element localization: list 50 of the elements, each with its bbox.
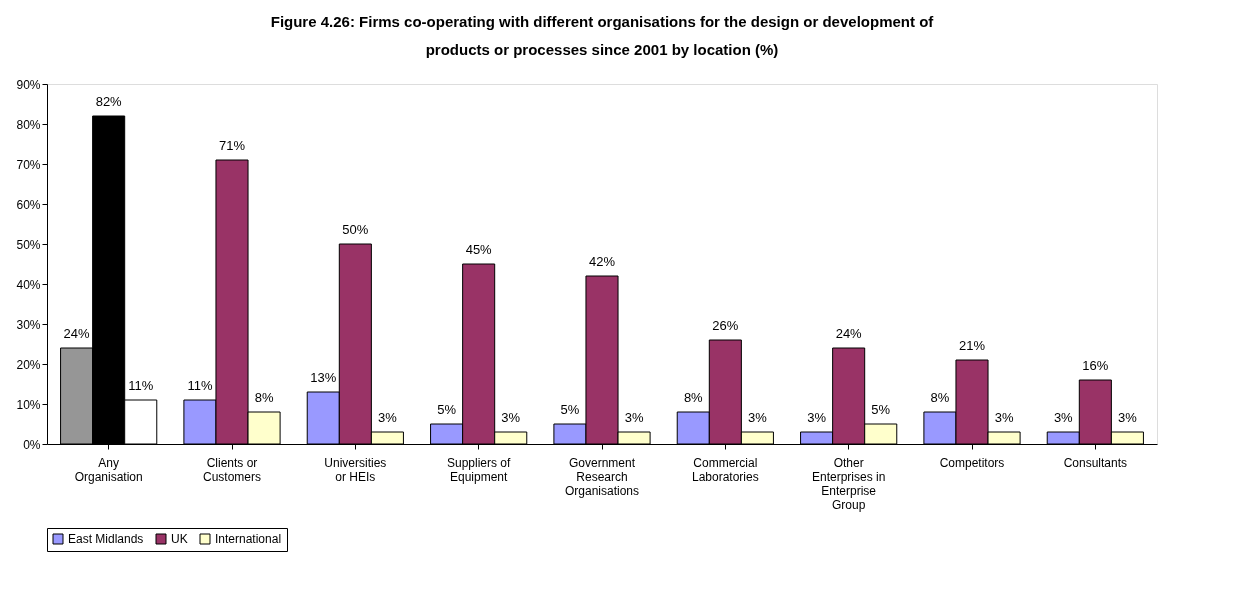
data-label: 24% xyxy=(835,326,863,341)
y-tick-label: 40% xyxy=(16,277,41,292)
data-label: 11% xyxy=(187,378,213,393)
legend-label: International xyxy=(215,532,282,546)
data-label: 3% xyxy=(1118,410,1138,425)
data-label: 24% xyxy=(63,326,91,341)
data-label: 3% xyxy=(748,410,768,425)
x-tick-label: Suppliers of Equipment xyxy=(446,455,512,484)
data-label: 45% xyxy=(465,242,493,257)
data-label: 5% xyxy=(560,402,580,417)
data-label: 13% xyxy=(310,370,337,385)
data-label: 5% xyxy=(871,402,891,417)
x-tick-label: Any Organisation xyxy=(74,455,143,484)
data-label: 3% xyxy=(378,410,398,425)
legend-label: UK xyxy=(171,532,188,546)
y-tick-label: 60% xyxy=(16,197,41,212)
y-tick-label: 0% xyxy=(23,437,41,452)
x-tick-label: Other Enterprises in Enterprise Group xyxy=(811,455,886,512)
data-label: 8% xyxy=(930,390,950,405)
data-label: 5% xyxy=(437,402,457,417)
y-tick-label: 50% xyxy=(16,237,41,252)
x-tick-label: Competitors xyxy=(939,455,1005,470)
x-tick-label: Clients or Customers xyxy=(202,455,262,484)
data-label: 16% xyxy=(1082,358,1109,373)
x-tick-label: Consultants xyxy=(1063,455,1128,470)
y-tick-label: 70% xyxy=(16,157,41,172)
x-tick-label: Commercial Laboratories xyxy=(691,455,759,484)
data-label: 42% xyxy=(588,254,616,269)
data-label: 3% xyxy=(1053,410,1074,425)
data-label: 71% xyxy=(218,138,246,153)
data-label: 3% xyxy=(624,410,644,425)
data-label: 3% xyxy=(807,410,827,425)
chart-title: Figure 4.26: Firms co-operating with different organisations for the design or development of products or processes since 2001 by location (%) xyxy=(270,13,935,58)
data-label: 82% xyxy=(95,94,123,109)
y-tick-label: 10% xyxy=(16,397,41,412)
y-tick-label: 20% xyxy=(16,357,41,372)
x-tick-label: Government Research Organisations xyxy=(564,455,640,498)
data-label: 21% xyxy=(958,338,986,353)
data-label: 3% xyxy=(994,410,1014,425)
data-label: 26% xyxy=(712,318,739,333)
data-label: 11% xyxy=(128,378,154,393)
data-label: 8% xyxy=(254,390,274,405)
data-label: 8% xyxy=(683,390,704,405)
data-label: 50% xyxy=(342,222,369,237)
legend-label: East Midlands xyxy=(68,532,144,546)
y-tick-label: 90% xyxy=(16,77,41,92)
y-tick-label: 80% xyxy=(16,117,41,132)
x-tick-label: Universities or HEIs xyxy=(324,455,387,484)
data-label: 3% xyxy=(501,410,521,425)
y-tick-label: 30% xyxy=(16,317,41,332)
